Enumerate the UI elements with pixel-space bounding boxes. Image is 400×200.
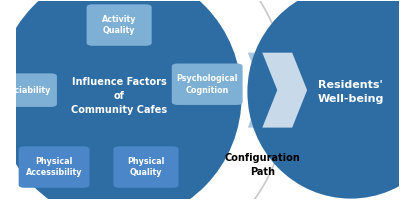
FancyBboxPatch shape <box>19 146 90 188</box>
FancyBboxPatch shape <box>172 64 243 105</box>
Text: Residents'
Well-being: Residents' Well-being <box>318 80 384 104</box>
Text: Sociability: Sociability <box>4 86 51 95</box>
Polygon shape <box>262 53 307 128</box>
FancyBboxPatch shape <box>0 73 57 107</box>
Polygon shape <box>248 53 292 128</box>
Text: Influence Factors
of
Community Cafes: Influence Factors of Community Cafes <box>71 77 167 115</box>
FancyBboxPatch shape <box>87 4 152 46</box>
FancyBboxPatch shape <box>113 146 178 188</box>
Text: Activity
Quality: Activity Quality <box>102 15 136 35</box>
Text: Psychological
Cognition: Psychological Cognition <box>176 74 238 95</box>
Text: Configuration
Path: Configuration Path <box>225 153 300 177</box>
Text: Physical
Accessibility: Physical Accessibility <box>26 157 82 177</box>
Text: Physical
Quality: Physical Quality <box>127 157 165 177</box>
Ellipse shape <box>247 0 400 199</box>
Ellipse shape <box>0 0 242 200</box>
